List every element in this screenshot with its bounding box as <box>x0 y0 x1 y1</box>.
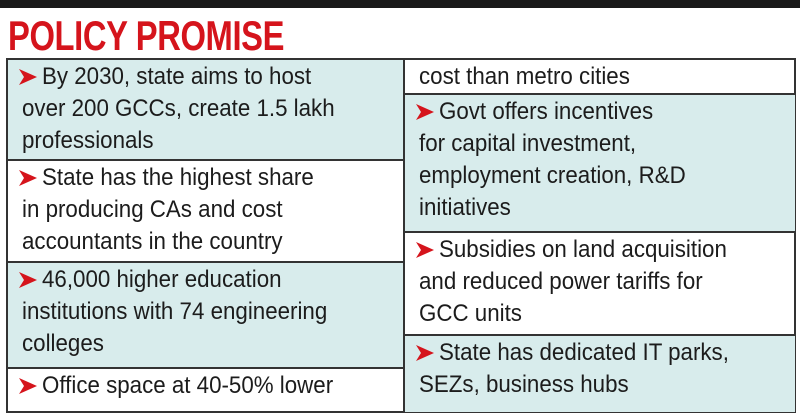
item-text: initiatives <box>419 194 511 221</box>
item-text: Subsidies on land acquisition <box>439 236 727 263</box>
bullet-arrow <box>416 242 434 258</box>
item-text: colleges <box>22 330 104 357</box>
bullet-arrow <box>416 104 434 120</box>
item-text: and reduced power tariffs for <box>419 268 703 295</box>
top-bar <box>0 0 800 8</box>
item-text: for capital investment, <box>419 130 637 157</box>
item-text: State has dedicated IT parks, <box>439 339 729 366</box>
item-text: Office space at 40-50% lower <box>42 372 334 399</box>
item-text: cost than metro cities <box>419 63 630 90</box>
item-text: State has the highest share <box>42 164 314 191</box>
bullet-arrow <box>416 345 434 361</box>
content-frame <box>6 58 796 413</box>
bullet-arrow <box>19 378 37 394</box>
item-text: Govt offers incentives <box>439 98 654 125</box>
item-cell <box>405 95 795 233</box>
bullet-arrow <box>19 170 37 186</box>
bullet-arrow <box>19 272 37 288</box>
item-cell <box>8 60 403 161</box>
item-text: GCC units <box>419 300 522 327</box>
item-cell <box>8 263 403 369</box>
item-text: By 2030, state aims to host <box>42 63 312 90</box>
item-cell <box>405 233 795 336</box>
column-divider <box>403 58 405 413</box>
item-cell <box>405 60 795 95</box>
item-text: SEZs, business hubs <box>419 371 629 398</box>
item-text: over 200 GCCs, create 1.5 lakh <box>22 95 335 122</box>
item-cell <box>8 161 403 263</box>
item-text: employment creation, R&D <box>419 162 686 189</box>
bullet-arrow <box>19 69 37 85</box>
title: POLICY PROMISE <box>8 12 285 59</box>
item-text: accountants in the country <box>22 228 283 255</box>
item-cell <box>405 336 795 412</box>
item-text: professionals <box>22 127 154 154</box>
item-text: institutions with 74 engineering <box>22 298 328 325</box>
item-text: in producing CAs and cost <box>22 196 283 223</box>
item-text: 46,000 higher education <box>42 266 282 293</box>
